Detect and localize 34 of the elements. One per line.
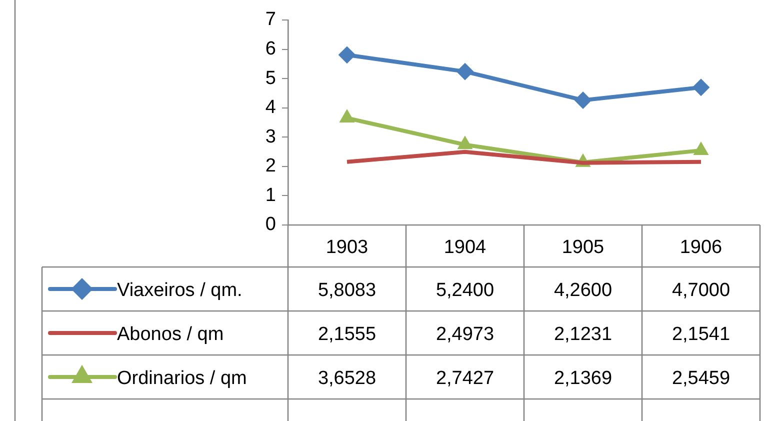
- data-label: 4,7000: [672, 280, 730, 302]
- point: [338, 46, 356, 64]
- legend-label: Viaxeiros / qm.: [117, 280, 242, 302]
- legend-label: Abonos / qm: [117, 324, 224, 346]
- data-label: 2,7427: [436, 368, 494, 390]
- point: [692, 78, 710, 96]
- y-tick-label: 5: [265, 68, 276, 89]
- legend-label: Ordinarios / qm: [117, 368, 247, 390]
- point: [456, 63, 474, 80]
- point: [694, 142, 708, 155]
- y-tick-label: 4: [265, 97, 276, 118]
- y-tick-label: 2: [265, 156, 276, 177]
- point: [458, 136, 472, 150]
- y-tick-label: 3: [265, 126, 276, 148]
- x-tick-label: 1905: [562, 237, 604, 258]
- data-label: 2,1555: [318, 324, 376, 346]
- data-label: 2,1369: [554, 368, 612, 390]
- x-tick-label: 1903: [326, 237, 368, 258]
- point: [574, 92, 592, 109]
- y-tick-label: 6: [265, 38, 276, 60]
- data-label: 3,6528: [318, 368, 376, 390]
- data-label: 2,5459: [672, 368, 730, 390]
- y-tick-label: 7: [265, 9, 276, 30]
- y-tick-label: 1: [265, 184, 276, 206]
- data-label: 2,1231: [554, 324, 612, 346]
- y-tick-label: 0: [265, 214, 276, 236]
- data-label: 5,8083: [318, 280, 376, 302]
- x-tick-label: 1904: [444, 237, 487, 258]
- x-tick-label: 1906: [680, 237, 722, 258]
- data-label: 2,1541: [672, 324, 730, 346]
- data-label: 5,2400: [436, 280, 494, 302]
- data-label: 4,2600: [554, 280, 612, 302]
- data-label: 2,4973: [436, 324, 494, 346]
- point: [340, 110, 354, 123]
